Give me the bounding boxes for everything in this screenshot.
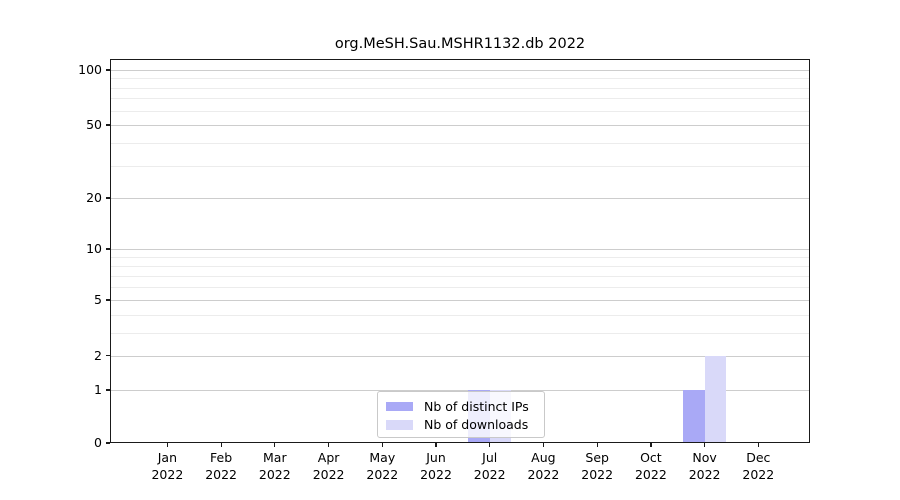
x-axis-tick [542,443,545,447]
y-axis-tick [106,124,110,126]
x-tick-label: May 2022 [350,450,414,483]
legend-swatch-distinct-ips [386,401,413,411]
x-axis-tick [704,443,706,447]
y-tick-label: 10 [86,241,102,256]
x-tick-label-year: 2022 [473,466,506,482]
bar-downloads-nov [704,355,727,443]
chart-title: org.MeSH.Sau.MSHR1132.db 2022 [334,36,586,52]
x-tick-label-year: 2022 [634,466,667,482]
x-axis-tick [650,443,652,447]
bar-distinct-ips-nov [683,390,705,443]
y-tick-label: 50 [86,117,102,132]
x-tick-label: Jun 2022 [404,450,468,483]
x-tick-label-year: 2022 [581,466,614,482]
gridline-minor [111,143,809,144]
legend-item-downloads: Nb of downloads [386,416,544,435]
x-tick-label-year: 2022 [688,466,721,482]
x-tick-label: Sep 2022 [565,450,629,483]
x-tick-label: Aug 2022 [511,450,575,483]
x-tick-label-year: 2022 [258,466,291,482]
legend-label-distinct-ips: Nb of distinct IPs [424,398,529,414]
gridline-major [111,70,809,71]
x-axis-tick [166,443,169,447]
gridline-minor [111,257,809,258]
x-tick-label-year: 2022 [312,466,345,482]
legend: Nb of distinct IPs Nb of downloads [377,391,545,438]
x-axis-tick [220,443,222,447]
x-axis-tick [274,443,276,447]
gridline-minor [111,87,809,89]
x-axis-tick [381,443,383,447]
gridline-minor [111,275,809,277]
x-tick-label: Oct 2022 [619,450,683,483]
gridline-minor [111,332,809,334]
y-tick-label: 20 [86,190,102,205]
y-axis-tick [106,389,110,391]
x-axis-tick [435,443,437,447]
y-axis-tick [106,197,110,199]
gridline-major [111,198,809,199]
y-tick-label: 100 [78,62,102,77]
x-tick-label: Nov 2022 [673,450,737,483]
x-tick-label-year: 2022 [527,466,560,482]
legend-label-downloads: Nb of downloads [424,417,529,433]
gridline-minor [111,265,809,267]
y-tick-label: 0 [94,435,102,450]
x-tick-label-year: 2022 [151,466,184,482]
legend-swatch-downloads [386,420,413,430]
y-tick-label: 1 [94,382,102,397]
gridline-minor [111,98,809,100]
x-tick-label: Jan 2022 [135,450,199,483]
x-axis-tick [489,443,491,447]
x-axis-tick [757,443,759,447]
x-axis-tick [596,443,598,447]
gridline-major [111,249,809,250]
y-axis-tick [106,442,110,444]
x-tick-label: Mar 2022 [243,450,307,483]
x-tick-label-year: 2022 [742,466,775,482]
gridline-minor [111,110,809,112]
y-tick-label: 2 [94,347,102,363]
x-tick-label-year: 2022 [366,466,399,482]
gridline-major [111,125,809,126]
gridline-minor [111,287,809,288]
y-axis-tick [106,354,110,357]
gridline-minor [111,314,809,316]
gridline-major [111,355,809,357]
gridline-minor [111,78,809,80]
x-tick-label: Feb 2022 [189,450,253,483]
x-axis-tick [328,443,330,447]
y-tick-label: 5 [94,292,102,307]
x-tick-label: Dec 2022 [726,450,790,483]
legend-item-distinct-ips: Nb of distinct IPs [386,397,544,416]
y-axis-tick [106,299,110,301]
gridline-major [111,300,809,301]
gridline-major [111,390,809,391]
x-tick-label-year: 2022 [420,466,452,482]
x-tick-label: Jul 2022 [458,450,522,483]
y-axis-tick [106,69,110,71]
x-tick-label: Apr 2022 [297,450,361,483]
gridline-minor [111,166,809,167]
y-axis-tick [106,248,110,250]
x-tick-label-year: 2022 [205,466,237,482]
